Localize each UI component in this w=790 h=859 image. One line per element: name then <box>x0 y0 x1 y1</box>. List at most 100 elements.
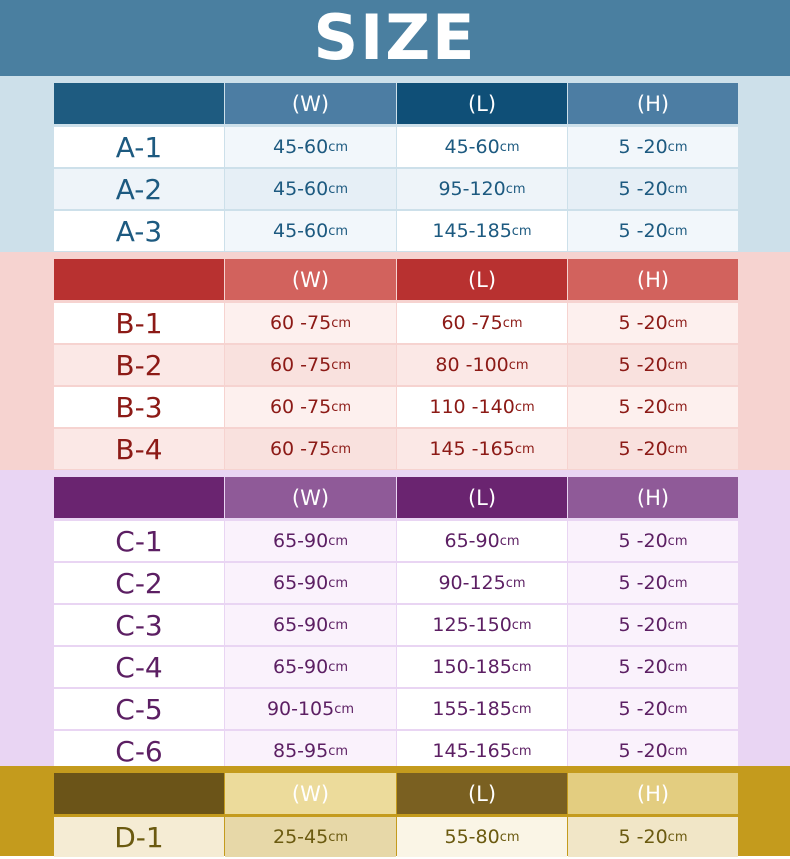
header-label-cell <box>54 477 224 518</box>
height-value: 5 -20 cm <box>568 429 738 469</box>
height-value: 5 -20 cm <box>568 211 738 251</box>
length-value: 65-90 cm <box>397 521 567 561</box>
length-value: 55-80 cm <box>397 817 567 857</box>
width-value: 60 -75 cm <box>225 387 396 427</box>
title-banner: SIZE <box>0 0 790 76</box>
length-value: 90-125 cm <box>397 563 567 603</box>
header-height: (H) <box>568 773 738 814</box>
header-row: (W) (L) (H) <box>54 477 738 518</box>
size-label: B-4 <box>54 429 224 469</box>
length-value: 145-165 cm <box>397 731 567 771</box>
table-row: B-1 60 -75 cm 60 -75 cm 5 -20 cm <box>54 303 738 343</box>
width-value: 85-95 cm <box>225 731 396 771</box>
table-row: C-6 85-95 cm 145-165 cm 5 -20 cm <box>54 731 738 771</box>
height-value: 5 -20 cm <box>568 387 738 427</box>
height-value: 5 -20 cm <box>568 605 738 645</box>
table-row: A-2 45-60 cm 95-120 cm 5 -20 cm <box>54 169 738 209</box>
size-label: C-6 <box>54 731 224 771</box>
size-section-a: (W) (L) (H) A-1 45-60 cm 45-60 cm 5 -20 cm … <box>0 76 790 252</box>
header-row: (W) (L) (H) <box>54 83 738 124</box>
height-value: 5 -20 cm <box>568 345 738 385</box>
width-value: 25-45 cm <box>225 817 396 857</box>
header-length: (L) <box>397 773 567 814</box>
size-label: B-1 <box>54 303 224 343</box>
length-value: 80 -100 cm <box>397 345 567 385</box>
table-row: B-2 60 -75 cm 80 -100 cm 5 -20 cm <box>54 345 738 385</box>
size-label: B-3 <box>54 387 224 427</box>
page-title: SIZE <box>313 1 477 74</box>
size-label: A-2 <box>54 169 224 209</box>
width-value: 60 -75 cm <box>225 345 396 385</box>
size-table-d: (W) (L) (H) D-1 25-45 cm 55-80 cm 5 -20 cm <box>54 773 738 859</box>
length-value: 145 -165 cm <box>397 429 567 469</box>
header-row: (W) (L) (H) <box>54 773 738 814</box>
width-value: 65-90 cm <box>225 521 396 561</box>
header-length: (L) <box>397 83 567 124</box>
width-value: 45-60 cm <box>225 211 396 251</box>
size-label: C-5 <box>54 689 224 729</box>
length-value: 150-185 cm <box>397 647 567 687</box>
table-row: A-3 45-60 cm 145-185 cm 5 -20 cm <box>54 211 738 251</box>
header-row: (W) (L) (H) <box>54 259 738 300</box>
width-value: 45-60 cm <box>225 169 396 209</box>
size-table-b: (W) (L) (H) B-1 60 -75 cm 60 -75 cm 5 -20 c… <box>54 259 738 471</box>
table-row: C-4 65-90 cm 150-185 cm 5 -20 cm <box>54 647 738 687</box>
size-label: B-2 <box>54 345 224 385</box>
length-value: 45-60 cm <box>397 127 567 167</box>
height-value: 5 -20 cm <box>568 127 738 167</box>
length-value: 60 -75 cm <box>397 303 567 343</box>
table-row: B-3 60 -75 cm 110 -140 cm 5 -20 cm <box>54 387 738 427</box>
height-value: 5 -20 cm <box>568 563 738 603</box>
height-value: 5 -20 cm <box>568 303 738 343</box>
table-row: C-3 65-90 cm 125-150 cm 5 -20 cm <box>54 605 738 645</box>
width-value: 65-90 cm <box>225 563 396 603</box>
table-row: D-1 25-45 cm 55-80 cm 5 -20 cm <box>54 817 738 857</box>
header-label-cell <box>54 83 224 124</box>
header-length: (L) <box>397 477 567 518</box>
header-width: (W) <box>225 477 396 518</box>
header-length: (L) <box>397 259 567 300</box>
size-label: C-1 <box>54 521 224 561</box>
width-value: 65-90 cm <box>225 647 396 687</box>
header-height: (H) <box>568 259 738 300</box>
size-section-c: (W) (L) (H) C-1 65-90 cm 65-90 cm 5 -20 cm … <box>0 470 790 771</box>
size-label: C-4 <box>54 647 224 687</box>
length-value: 155-185 cm <box>397 689 567 729</box>
header-height: (H) <box>568 83 738 124</box>
height-value: 5 -20 cm <box>568 731 738 771</box>
height-value: 5 -20 cm <box>568 817 738 857</box>
size-label: A-3 <box>54 211 224 251</box>
length-value: 125-150 cm <box>397 605 567 645</box>
table-row: C-5 90-105 cm 155-185 cm 5 -20 cm <box>54 689 738 729</box>
width-value: 90-105 cm <box>225 689 396 729</box>
header-width: (W) <box>225 259 396 300</box>
size-label: D-1 <box>54 817 224 857</box>
width-value: 65-90 cm <box>225 605 396 645</box>
length-value: 95-120 cm <box>397 169 567 209</box>
length-value: 145-185 cm <box>397 211 567 251</box>
table-row: C-1 65-90 cm 65-90 cm 5 -20 cm <box>54 521 738 561</box>
size-table-a: (W) (L) (H) A-1 45-60 cm 45-60 cm 5 -20 cm … <box>54 83 738 253</box>
width-value: 45-60 cm <box>225 127 396 167</box>
table-row: C-2 65-90 cm 90-125 cm 5 -20 cm <box>54 563 738 603</box>
header-label-cell <box>54 773 224 814</box>
size-table-c: (W) (L) (H) C-1 65-90 cm 65-90 cm 5 -20 cm … <box>54 477 738 773</box>
size-section-b: (W) (L) (H) B-1 60 -75 cm 60 -75 cm 5 -20 c… <box>0 252 790 470</box>
height-value: 5 -20 cm <box>568 521 738 561</box>
height-value: 5 -20 cm <box>568 647 738 687</box>
header-label-cell <box>54 259 224 300</box>
header-height: (H) <box>568 477 738 518</box>
size-section-d: (W) (L) (H) D-1 25-45 cm 55-80 cm 5 -20 cm <box>0 766 790 859</box>
size-label: A-1 <box>54 127 224 167</box>
width-value: 60 -75 cm <box>225 429 396 469</box>
table-row: A-1 45-60 cm 45-60 cm 5 -20 cm <box>54 127 738 167</box>
length-value: 110 -140 cm <box>397 387 567 427</box>
size-label: C-3 <box>54 605 224 645</box>
table-row: B-4 60 -75 cm 145 -165 cm 5 -20 cm <box>54 429 738 469</box>
width-value: 60 -75 cm <box>225 303 396 343</box>
header-width: (W) <box>225 83 396 124</box>
size-label: C-2 <box>54 563 224 603</box>
header-width: (W) <box>225 773 396 814</box>
height-value: 5 -20 cm <box>568 689 738 729</box>
